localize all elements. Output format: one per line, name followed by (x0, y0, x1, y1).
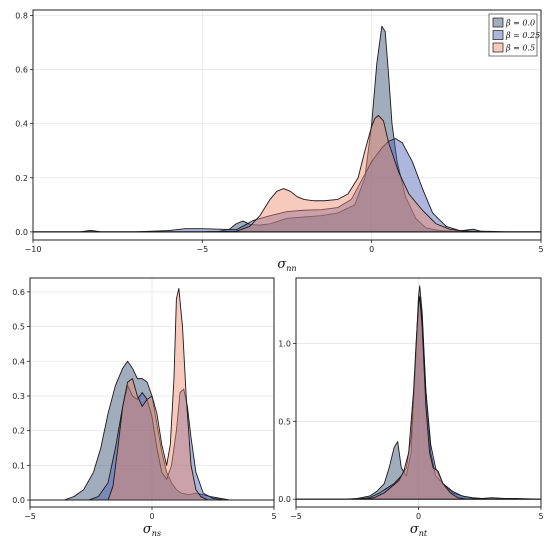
legend-label-beta-025: β = 0.25 (505, 31, 540, 40)
legend-box (488, 13, 538, 57)
x-axis-label: σnt (410, 522, 428, 538)
y-tick-label: 0.1 (12, 461, 25, 470)
legend: β = 0.0 β = 0.25 β = 0.5 (488, 13, 540, 57)
legend-swatch-beta-025 (492, 30, 504, 40)
area-beta-025 (30, 385, 274, 501)
y-tick-label: 0.4 (15, 120, 28, 129)
panel-snn: −10 −5 0 5 0.0 0.2 0.4 0.6 0.8 σnn β = 0.0 β = 0.25… (15, 9, 544, 273)
y-tick-label: 0.8 (15, 11, 28, 20)
y-tick-label: 0.6 (15, 66, 28, 75)
plot-area (33, 10, 541, 240)
y-tick-label: 0.4 (12, 357, 25, 366)
x-tick-label: −10 (25, 245, 42, 254)
x-tick-label: −5 (24, 512, 36, 521)
panel-sns: −5 0 5 0.0 0.1 0.2 0.3 0.4 0.5 0.6 σns (12, 277, 277, 538)
area-beta-05 (296, 296, 541, 500)
x-tick-label: 0 (369, 245, 374, 254)
x-tick-label: 5 (538, 512, 543, 521)
legend-swatch-beta-0 (492, 17, 504, 28)
legend-label-beta-0: β = 0.0 (505, 19, 535, 28)
y-tick-label: 0.5 (12, 323, 25, 332)
area-beta-05 (30, 287, 274, 501)
x-tick-label: 0 (416, 512, 421, 521)
series-group (33, 25, 541, 233)
area-beta-05 (33, 115, 541, 233)
x-tick-label: 0 (149, 512, 154, 521)
y-tick-label: 0.2 (12, 427, 25, 436)
y-tick-label: 0.0 (15, 228, 28, 237)
area-beta-0 (296, 285, 541, 500)
x-axis-label: σnn (277, 257, 296, 273)
panel-snt: −5 0 5 0.0 0.5 1.0 σnt (278, 277, 544, 538)
legend-swatch-beta-05 (492, 42, 504, 53)
x-tick-label: −5 (196, 245, 208, 254)
y-tick-label: 0.2 (15, 174, 28, 183)
y-tick-label: 0.0 (278, 495, 291, 504)
y-tick-label: 0.3 (12, 392, 25, 401)
y-tick-label: 0.0 (12, 496, 25, 505)
legend-label-beta-05: β = 0.5 (505, 44, 535, 53)
x-tick-label: 5 (271, 512, 276, 521)
y-tick-label: 1.0 (278, 339, 291, 348)
x-tick-label: −5 (290, 512, 302, 521)
series-group (296, 285, 541, 500)
y-tick-label: 0.5 (278, 417, 291, 426)
axes-frame (32, 9, 542, 241)
x-tick-label: 5 (538, 245, 543, 254)
x-axis-label: σns (143, 522, 161, 538)
y-tick-label: 0.6 (12, 288, 25, 297)
series-group (30, 287, 274, 501)
